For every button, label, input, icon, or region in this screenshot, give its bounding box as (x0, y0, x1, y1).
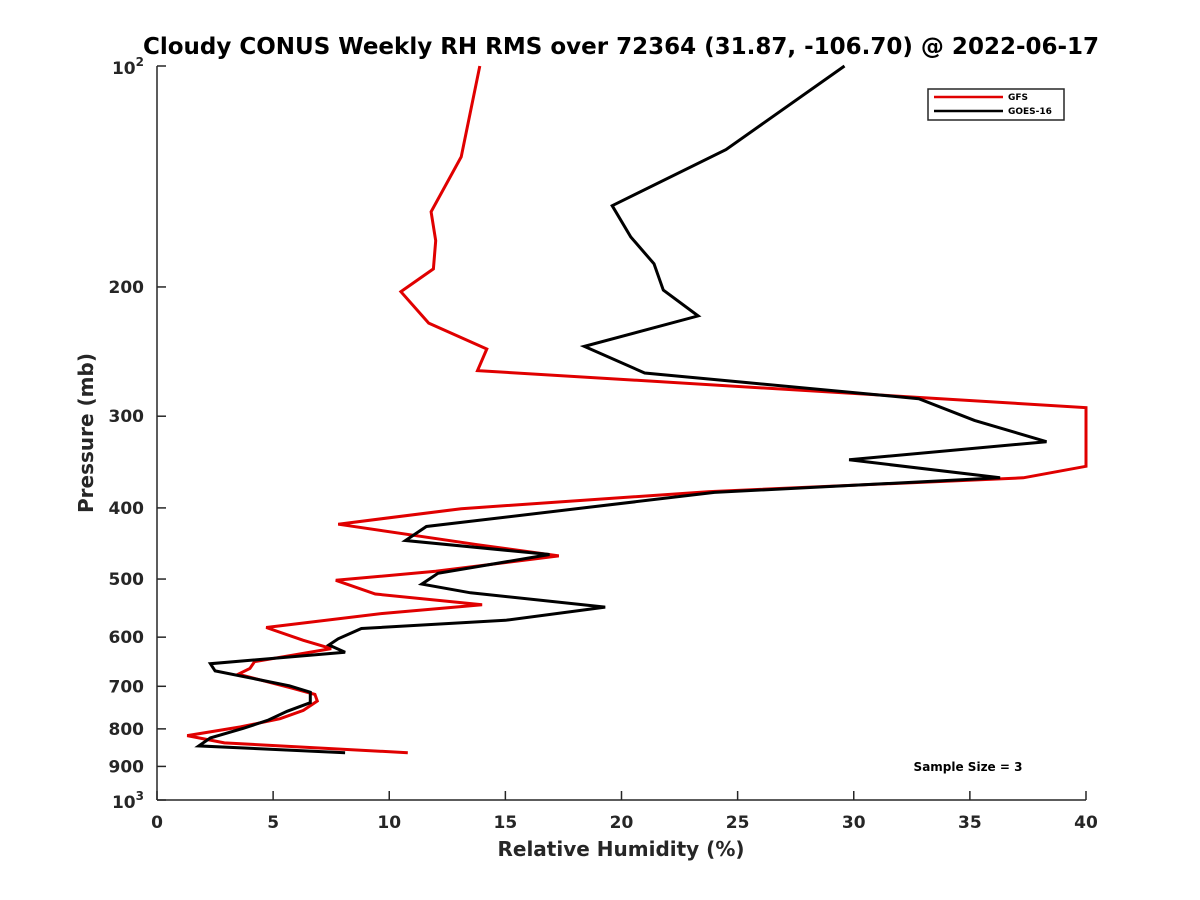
y-tick-label: 400 (109, 499, 145, 519)
legend: GFS GOES-16 (927, 88, 1065, 121)
x-tick-label: 30 (842, 813, 866, 833)
y-tick-label-base: 10 (112, 793, 136, 813)
x-tick-label: 40 (1074, 813, 1098, 833)
plot-background (157, 66, 1086, 800)
x-tick-label: 15 (494, 813, 518, 833)
x-tick-label: 5 (267, 813, 279, 833)
sample-size-annotation: Sample Size = 3 (914, 760, 1023, 774)
x-tick-label: 25 (726, 813, 750, 833)
series-line-gfs (186, 65, 1088, 755)
series-layer (186, 64, 1088, 755)
y-tick-label: 700 (109, 677, 145, 697)
y-tick-label-exponent: 3 (136, 789, 144, 803)
y-tick-label: 200 (109, 278, 145, 298)
legend-label-gfs: GFS (1008, 93, 1028, 103)
series-line-goes16 (194, 64, 1047, 755)
y-tick-label: 102 (112, 55, 144, 79)
y-tick-label-base: 10 (112, 59, 136, 79)
x-axis-label: Relative Humidity (%) (497, 837, 744, 861)
y-tick-label: 300 (109, 407, 145, 427)
y-tick-label: 103 (112, 789, 144, 813)
y-tick-label: 900 (109, 757, 145, 777)
chart-title: Cloudy CONUS Weekly RH RMS over 72364 (3… (143, 34, 1099, 60)
x-tick-label: 20 (610, 813, 634, 833)
y-axis-label: Pressure (mb) (74, 353, 98, 513)
x-ticks: 0 5 10 15 20 25 30 35 40 (151, 791, 1098, 833)
plot-area: 0 5 10 15 20 25 30 35 40 10220030040050060070080… (109, 55, 1098, 833)
y-tick-label: 500 (109, 570, 145, 590)
y-tick-label: 800 (109, 720, 145, 740)
y-tick-label: 600 (109, 628, 145, 648)
legend-label-goes16: GOES-16 (1008, 107, 1052, 117)
y-tick-label-exponent: 2 (136, 55, 144, 69)
legend-box (927, 88, 1065, 121)
x-tick-label: 0 (151, 813, 163, 833)
x-tick-label: 35 (958, 813, 982, 833)
x-tick-label: 10 (377, 813, 401, 833)
